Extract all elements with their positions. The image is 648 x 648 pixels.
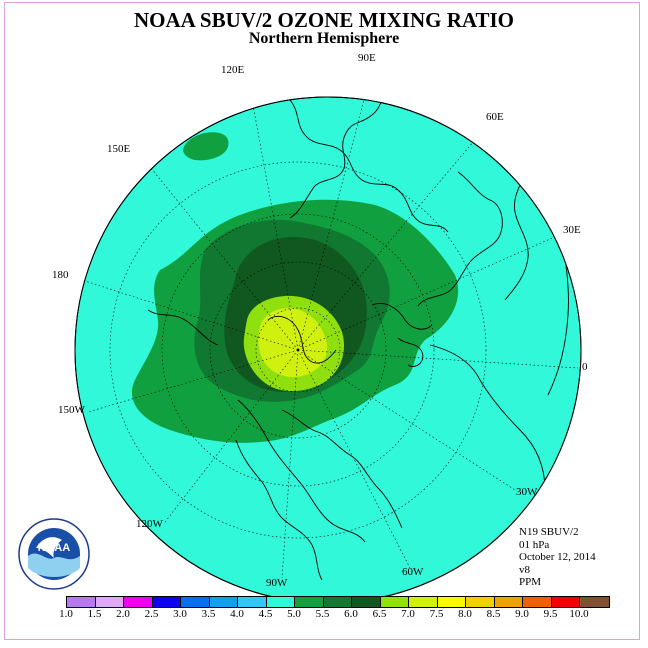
- meridian-lines: [75, 97, 579, 579]
- colorbar-segment: [266, 597, 295, 607]
- lon-label-90w: 90W: [266, 577, 288, 589]
- colorbar-tick-label: 2.0: [116, 608, 130, 620]
- colorbar-segment: [523, 597, 552, 607]
- lon-label-90e: 90E: [358, 52, 376, 64]
- colorbar-tick-label: 10.0: [569, 608, 589, 620]
- colorbar: [66, 596, 610, 608]
- colorbar-tick-label: 4.5: [258, 608, 273, 620]
- colorbar-segment: [380, 597, 409, 607]
- colorbar-tick-label: 7.0: [401, 608, 415, 620]
- info-date: October 12, 2014: [519, 551, 596, 563]
- colorbar-segment: [551, 597, 580, 607]
- colorbar-segment: [152, 597, 181, 607]
- colorbar-tick-label: 1.5: [87, 608, 102, 620]
- colorbar-tick-label: 2.5: [144, 608, 159, 620]
- colorbar-tick-label: 8.5: [486, 608, 501, 620]
- lon-label-30w: 30W: [516, 486, 538, 498]
- colorbar-segment: [295, 597, 324, 607]
- colorbar-segment: [124, 597, 153, 607]
- lon-label-30e: 30E: [563, 224, 581, 236]
- colorbar-segment: [323, 597, 352, 607]
- colorbar-tick-label: 1.0: [59, 608, 73, 620]
- colorbar-tick-label: 5.5: [315, 608, 330, 620]
- lon-label-0: 0: [582, 361, 588, 373]
- latitude-circles: [109, 161, 487, 539]
- lon-label-120e: 120E: [221, 64, 245, 76]
- lon-label-120w: 120W: [136, 518, 164, 530]
- colorbar-tick-label: 9.5: [543, 608, 558, 620]
- colorbar-tick-label: 7.5: [429, 608, 444, 620]
- lon-label-180: 180: [52, 269, 69, 281]
- lon-label-150e: 150E: [107, 143, 131, 155]
- info-level: 01 hPa: [519, 538, 550, 551]
- colorbar-tick-label: 9.0: [515, 608, 529, 620]
- info-instrument: N19 SBUV/2: [519, 526, 579, 538]
- colorbar-tick-label: 3.5: [201, 608, 216, 620]
- noaa-logo: NOAA: [18, 518, 90, 590]
- colorbar-segment: [352, 597, 381, 607]
- colorbar-segment: [494, 597, 523, 607]
- colorbar-segment: [580, 597, 609, 607]
- colorbar-segment: [437, 597, 466, 607]
- colorbar-segment: [238, 597, 267, 607]
- colorbar-tick-label: 5.0: [287, 608, 301, 620]
- colorbar-tick-label: 6.0: [344, 608, 358, 620]
- colorbar-segment: [409, 597, 438, 607]
- colorbar-tick-label: 6.5: [372, 608, 387, 620]
- info-block: N19 SBUV/2 01 hPa October 12, 2014 v8 PP…: [519, 526, 596, 589]
- colorbar-segment: [181, 597, 210, 607]
- colorbar-tick-label: 3.0: [173, 608, 187, 620]
- map-subtitle: Northern Hemisphere: [248, 30, 400, 47]
- lon-label-150w: 150W: [58, 404, 86, 416]
- colorbar-segment: [209, 597, 238, 607]
- noaa-logo-text: NOAA: [38, 542, 70, 554]
- lon-label-60w: 60W: [402, 566, 424, 578]
- lon-label-60e: 60E: [486, 111, 504, 123]
- colorbar-segment: [67, 597, 96, 607]
- map-title: NOAA SBUV/2 OZONE MIXING RATIO: [134, 8, 514, 32]
- ozone-band-7-0: [258, 308, 328, 378]
- info-version: v8: [519, 563, 530, 576]
- ozone-band-5-0-small: [183, 132, 229, 161]
- figure-frame: [4, 2, 640, 640]
- colorbar-segment: [95, 597, 124, 607]
- colorbar-tick-label: 8.0: [458, 608, 472, 620]
- colorbar-tick-label: 4.0: [230, 608, 244, 620]
- colorbar-segment: [466, 597, 495, 607]
- info-units: PPM: [519, 576, 542, 588]
